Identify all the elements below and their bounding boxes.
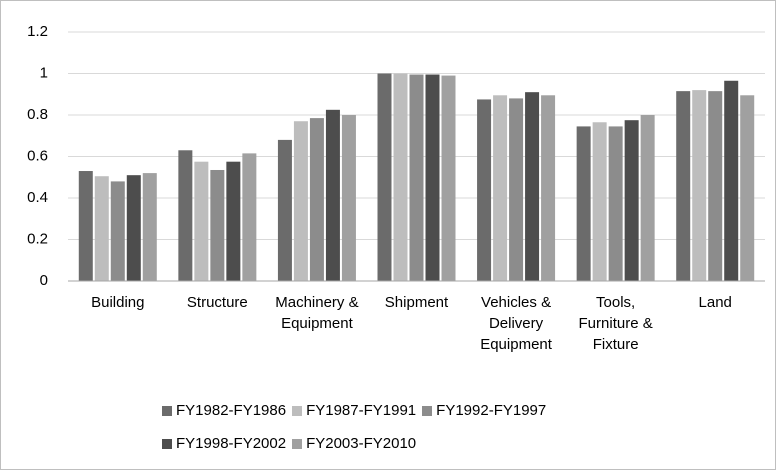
x-tick-label: Machinery & Equipment xyxy=(275,294,359,332)
legend-swatch xyxy=(292,405,303,416)
y-tick-label: 1.2 xyxy=(27,23,48,40)
y-tick-label: 0.2 xyxy=(27,230,48,247)
bar xyxy=(624,120,639,281)
bar xyxy=(142,173,157,281)
bar xyxy=(78,171,93,281)
bar xyxy=(692,90,707,281)
bar xyxy=(194,161,209,281)
bar xyxy=(126,175,141,281)
bar xyxy=(178,150,193,281)
legend-swatch xyxy=(162,438,172,449)
legend-label: FY1987-FY1991 xyxy=(306,402,417,419)
bar xyxy=(708,91,723,281)
bar xyxy=(409,74,424,281)
legend-swatch xyxy=(422,405,433,416)
x-tick-label: Shipment xyxy=(384,294,449,311)
bar xyxy=(277,139,292,281)
bar xyxy=(377,73,392,281)
x-tick-label: Structure xyxy=(186,294,248,311)
legend-label: FY2003-FY2010 xyxy=(306,435,417,452)
bar xyxy=(393,73,408,281)
y-tick-label: 0 xyxy=(40,272,48,289)
legend-label: FY1982-FY1986 xyxy=(176,402,287,419)
x-tick-label: Building xyxy=(91,294,145,311)
bar xyxy=(493,95,508,281)
bar xyxy=(110,181,125,281)
bar xyxy=(740,95,755,281)
bar xyxy=(477,99,492,281)
bar xyxy=(640,115,655,281)
y-tick-label: 0.8 xyxy=(27,106,48,123)
bar xyxy=(724,80,739,281)
legend-swatch xyxy=(292,438,303,449)
legend-swatch xyxy=(162,405,172,416)
legend-item: FY2003-FY2010 xyxy=(292,427,416,460)
bar xyxy=(293,121,308,281)
y-tick-label: 0.6 xyxy=(27,147,48,164)
bar xyxy=(525,92,540,281)
legend: FY1982-FY1986 FY1987-FY1991 FY1992-FY1997 F… xyxy=(162,394,662,460)
bar xyxy=(325,109,340,281)
bar xyxy=(441,75,456,281)
y-tick-label: 1 xyxy=(40,64,48,81)
legend-label: FY1992-FY1997 xyxy=(436,402,547,419)
y-tick-label: 0.4 xyxy=(27,189,48,206)
bar xyxy=(541,95,556,281)
legend-item: FY1987-FY1991 xyxy=(292,394,416,427)
legend-label: FY1998-FY2002 xyxy=(176,435,287,452)
bar xyxy=(210,169,225,281)
bar xyxy=(676,91,691,281)
bar xyxy=(509,98,524,282)
bar xyxy=(608,126,623,281)
legend-item: FY1992-FY1997 xyxy=(422,394,546,427)
bar xyxy=(341,115,356,281)
x-tick-label: Tools, Furniture & Fixture xyxy=(578,294,653,353)
bar xyxy=(576,126,591,281)
bar xyxy=(242,153,257,281)
legend-item: FY1998-FY2002 xyxy=(162,427,286,460)
bar xyxy=(309,118,324,281)
legend-item: FY1982-FY1986 xyxy=(162,394,286,427)
bar xyxy=(94,176,109,281)
x-tick-label: Land xyxy=(698,294,732,311)
bar xyxy=(226,161,241,281)
bar xyxy=(592,122,607,281)
bar xyxy=(425,74,440,281)
x-tick-label: Vehicles & Delivery Equipment xyxy=(480,294,552,353)
